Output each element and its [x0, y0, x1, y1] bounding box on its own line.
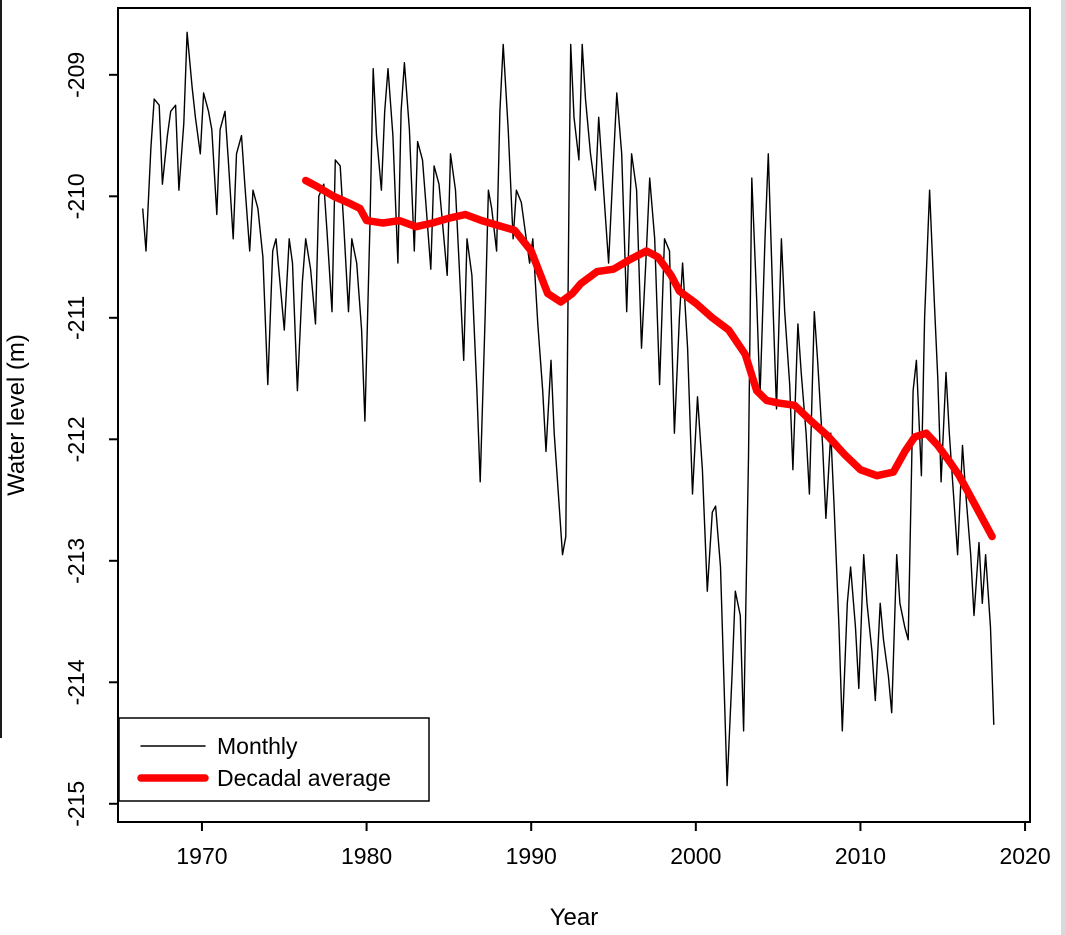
x-tick-label: 2000 [670, 843, 721, 869]
y-tick-label: -212 [63, 416, 89, 462]
y-axis-title: Water level (m) [3, 334, 30, 496]
x-tick-label: 1980 [341, 843, 392, 869]
x-tick-label: 2020 [999, 843, 1050, 869]
x-tick-label: 1990 [506, 843, 557, 869]
plot-box [117, 7, 1031, 823]
x-axis-title: Year [550, 904, 599, 931]
y-tick-label: -215 [63, 781, 89, 827]
y-tick-label: -210 [63, 173, 89, 219]
legend-label-decadal: Decadal average [217, 765, 391, 791]
x-tick-label: 1970 [176, 843, 227, 869]
scrollbar[interactable] [1061, 0, 1066, 935]
legend-box [118, 717, 430, 802]
monthly-line [142, 31, 995, 787]
decadal-average-line [301, 176, 996, 541]
legend-label-monthly: Monthly [217, 733, 298, 759]
y-tick-label: -214 [63, 659, 89, 705]
y-tick-label: -211 [63, 296, 89, 340]
left-edge-artifact [0, 0, 2, 738]
x-tick-label: 2010 [835, 843, 886, 869]
y-tick-label: -213 [63, 538, 89, 584]
y-tick-label: -209 [63, 52, 89, 98]
